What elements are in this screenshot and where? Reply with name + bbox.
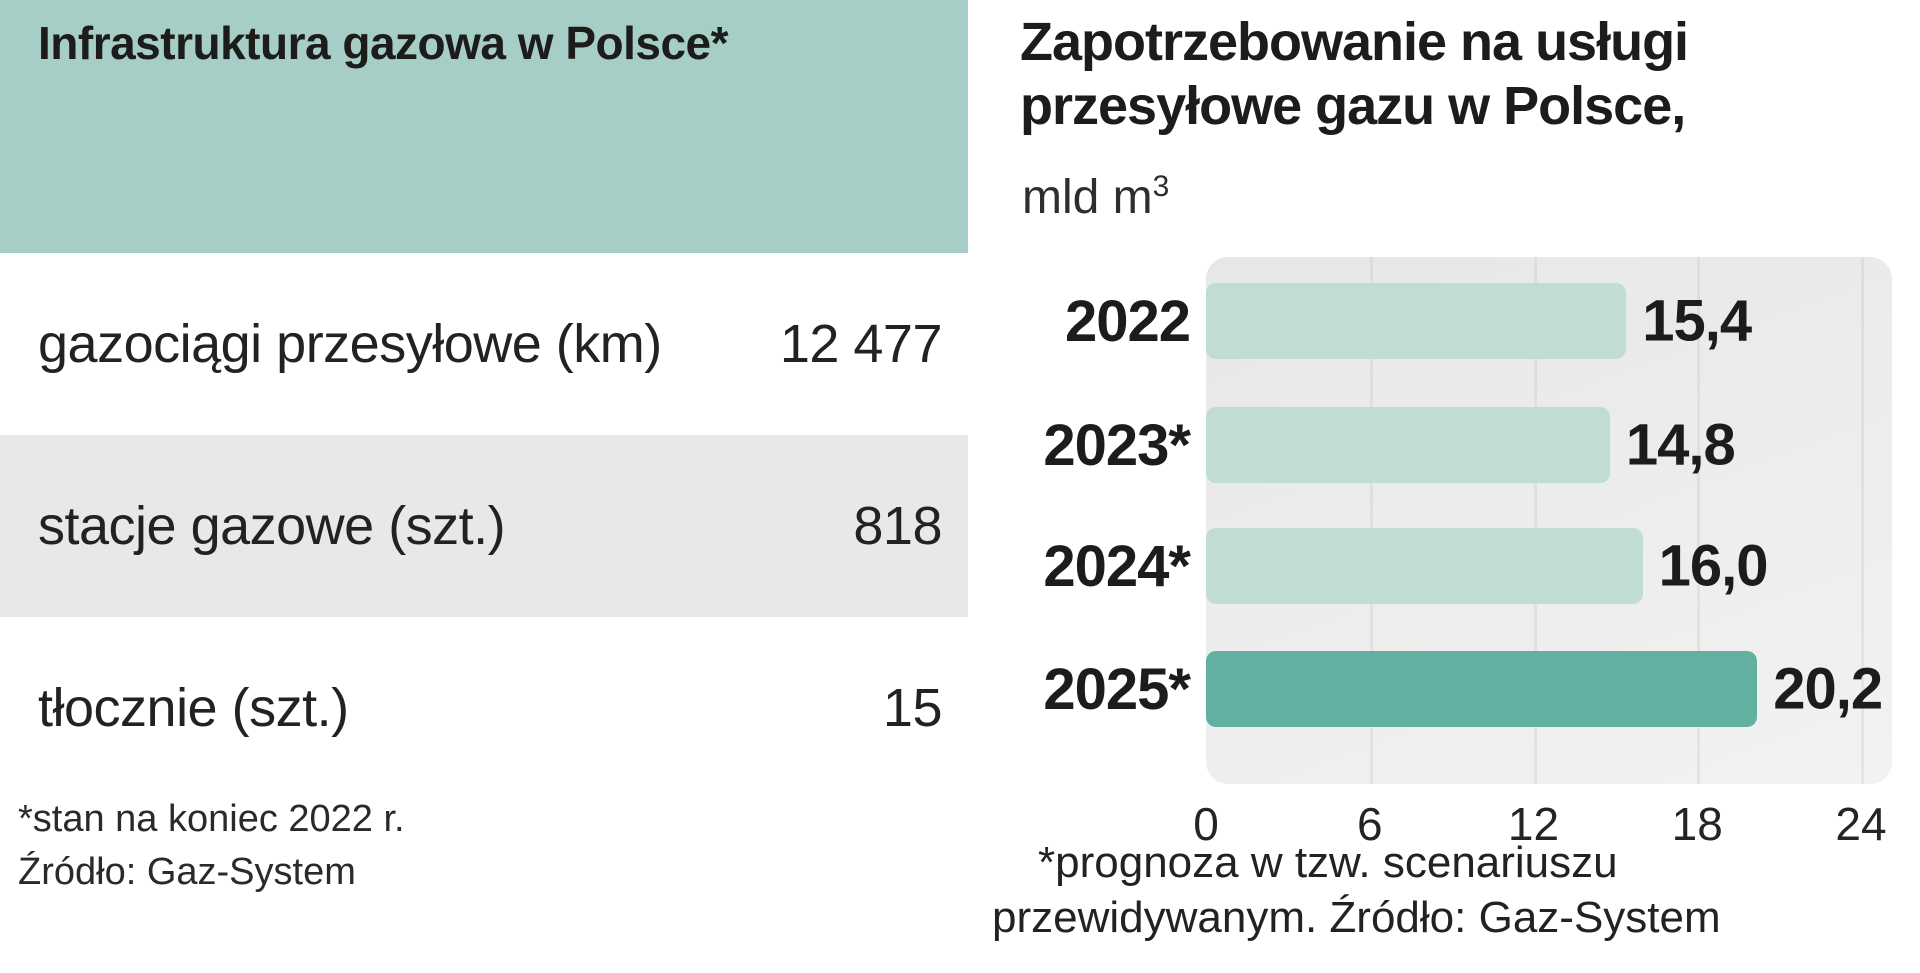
x-tick-label: 6 xyxy=(1356,798,1383,850)
bar-value-label: 20,2 xyxy=(1773,656,1883,722)
gridline xyxy=(1369,257,1373,784)
bar xyxy=(1206,528,1643,604)
gridline xyxy=(1533,257,1537,784)
chart-row: 2025* 20,2 xyxy=(990,651,1892,727)
chart-row: 2022 15,4 xyxy=(990,283,1892,359)
infrastructure-table: gazociągi przesyłowe (km) 12 477 stacje ga… xyxy=(0,253,968,799)
category-label: 2024* xyxy=(1043,533,1191,599)
bar xyxy=(1206,283,1627,359)
x-tick-label: 0 xyxy=(1193,798,1219,850)
x-tick-label: 24 xyxy=(1835,798,1887,850)
x-tick-label: 12 xyxy=(1507,798,1560,850)
category-label: 2022 xyxy=(1064,288,1191,354)
chart-footnote-line1: *prognoza w tzw. scenariuszu xyxy=(1038,838,1618,887)
chart-unit: mld m3 xyxy=(1022,170,1169,225)
bar-value-label: 15,4 xyxy=(1642,288,1752,354)
category-label: 2023* xyxy=(1043,412,1191,478)
chart-row: 2024* 16,0 xyxy=(990,528,1892,604)
row-value: 15 xyxy=(882,678,943,738)
bar-track: 14,8 xyxy=(1206,407,1892,483)
bar-track: 16,0 xyxy=(1206,528,1892,604)
bar xyxy=(1206,651,1758,727)
table-footnote-state: *stan na koniec 2022 r. xyxy=(18,798,405,840)
row-value: 818 xyxy=(853,496,942,556)
category-label: 2025* xyxy=(1043,656,1191,722)
chart-unit-base: mld m xyxy=(1022,171,1153,224)
row-label: stacje gazowe (szt.) xyxy=(38,496,506,556)
chart-title-line1: Zapotrzebowanie na usługi xyxy=(1020,12,1689,72)
table-row: tłocznie (szt.) 15 xyxy=(0,617,968,799)
row-value: 12 477 xyxy=(779,314,943,374)
bar-track: 15,4 xyxy=(1206,283,1892,359)
bar xyxy=(1206,407,1610,483)
gridline xyxy=(1697,257,1701,784)
gridline xyxy=(1861,257,1864,784)
chart-footnote-line2: przewidywanym. Źródło: Gaz-System xyxy=(992,893,1721,942)
chart-title: Zapotrzebowanie na usługi przesyłowe gaz… xyxy=(1020,10,1689,138)
table-footnotes: *stan na koniec 2022 r. Źródło: Gaz-Syst… xyxy=(18,793,405,899)
table-footnote-source: Źródło: Gaz-System xyxy=(18,851,356,893)
bar-track: 20,2 xyxy=(1206,651,1892,727)
row-label: tłocznie (szt.) xyxy=(38,678,349,738)
row-label: gazociągi przesyłowe (km) xyxy=(38,314,662,374)
chart-row: 2023* 14,8 xyxy=(990,407,1892,483)
table-header-band: Infrastruktura gazowa w Polsce* xyxy=(0,0,968,253)
bar-value-label: 16,0 xyxy=(1658,533,1769,599)
bar-value-label: 14,8 xyxy=(1625,412,1736,478)
table-row: gazociągi przesyłowe (km) 12 477 xyxy=(0,253,968,435)
chart-title-line2: przesyłowe gazu w Polsce, xyxy=(1020,76,1686,136)
x-tick-label: 18 xyxy=(1671,798,1723,850)
table-title: Infrastruktura gazowa w Polsce* xyxy=(38,17,729,69)
chart-unit-exponent: 3 xyxy=(1152,170,1170,203)
table-row: stacje gazowe (szt.) 818 xyxy=(0,435,968,617)
